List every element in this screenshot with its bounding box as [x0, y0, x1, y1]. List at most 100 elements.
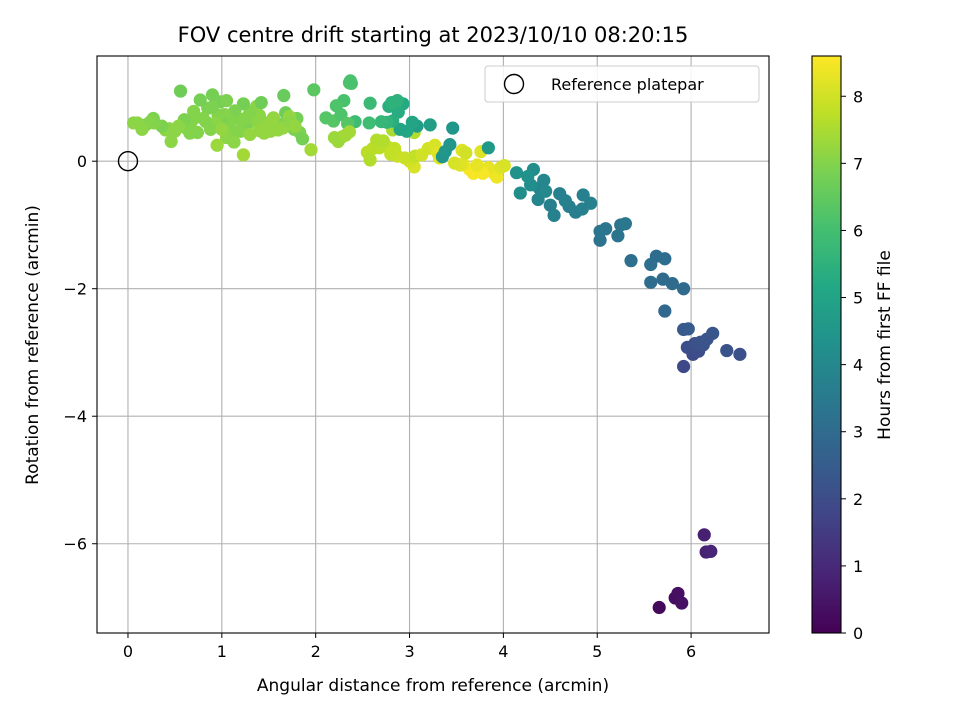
scatter-point [254, 95, 268, 110]
scatter-point [537, 173, 551, 187]
scatter-point [205, 100, 220, 114]
scatter-point [295, 132, 310, 146]
scatter-point [599, 222, 613, 236]
scatter-point [676, 359, 691, 374]
y-tick-label: −6 [63, 535, 87, 554]
scatter-point [362, 116, 376, 130]
colorbar-tick-label: 0 [853, 624, 863, 643]
scatter-point [307, 83, 321, 97]
scatter-point [319, 111, 333, 125]
scatter-point [363, 153, 377, 167]
scatter-point [236, 148, 251, 162]
legend-open-circle-icon [503, 73, 525, 95]
scatter-point [644, 257, 658, 272]
y-axis-ticks: −6 −4 −2 0 [63, 152, 97, 554]
scatter-point [697, 528, 711, 542]
scatter-point [470, 158, 484, 172]
legend-label-reference-platepar: Reference platepar [551, 75, 704, 94]
scatter-point [173, 84, 188, 98]
colorbar-label: Hours from first FF file [875, 250, 895, 440]
scatter-point [459, 146, 473, 160]
scatter-point [127, 116, 141, 130]
scatter-point [164, 134, 178, 149]
scatter-point [675, 596, 689, 610]
x-tick-label: 0 [123, 642, 133, 661]
scatter-point [342, 125, 357, 139]
y-tick-label: 0 [77, 152, 87, 171]
x-tick-label: 2 [311, 642, 321, 661]
scatter-point [205, 88, 220, 102]
scatter-point [576, 188, 590, 202]
colorbar-tick-label: 8 [853, 87, 863, 106]
scatter-point [676, 282, 691, 296]
scatter-point [658, 304, 672, 318]
scatter-point [370, 133, 384, 147]
scatter-point [553, 187, 567, 201]
scatter-point [652, 600, 666, 615]
scatter-point [343, 74, 358, 88]
scatter-point [210, 138, 224, 152]
scatter-point [277, 88, 291, 103]
scatter-point [374, 115, 388, 129]
scatter-point [513, 186, 527, 200]
scatter-point [481, 141, 495, 155]
scatter-point [193, 93, 207, 107]
chart-title: FOV centre drift starting at 2023/10/10 … [178, 23, 689, 47]
reference-platepar-marker [117, 150, 139, 172]
scatter-point [252, 123, 266, 138]
scatter-point [228, 104, 242, 118]
colorbar-tick-label: 4 [853, 356, 863, 375]
colorbar-tick-label: 3 [853, 423, 863, 442]
scatter-point [521, 169, 535, 184]
legend: Reference platepar [484, 65, 760, 103]
colorbar [811, 55, 842, 634]
scatter-point [543, 198, 557, 212]
colorbar-tick-label: 1 [853, 557, 863, 576]
colorbar-tick-label: 5 [853, 289, 863, 308]
x-tick-label: 5 [592, 642, 602, 661]
x-tick-label: 6 [686, 642, 696, 661]
scatter-point [704, 544, 718, 558]
scatter-point [509, 166, 524, 180]
scatter-point [304, 143, 318, 157]
scatter-point [547, 208, 561, 222]
y-tick-label: −4 [63, 407, 87, 426]
y-axis-label: Rotation from reference (arcmin) [23, 205, 43, 485]
scatter-point [644, 275, 658, 289]
colorbar-tick-label: 6 [853, 221, 863, 240]
scatter-point [423, 118, 437, 132]
plot-frame [96, 55, 770, 634]
scatter-point [706, 326, 720, 340]
scatter-point [219, 94, 234, 108]
x-tick-label: 4 [498, 642, 508, 661]
colorbar-ticks: 0 1 2 3 4 5 6 7 8 [841, 87, 863, 643]
scatter-point [227, 135, 241, 149]
scatter-point [611, 229, 625, 243]
scatter-point [390, 94, 404, 108]
scatter-point [238, 111, 252, 126]
scatter-point [497, 159, 511, 173]
y-tick-label: −2 [63, 280, 87, 299]
x-tick-label: 1 [217, 642, 227, 661]
scatter-point [443, 138, 457, 152]
x-tick-label: 3 [404, 642, 414, 661]
scatter-point [681, 322, 695, 336]
scatter-point [618, 217, 633, 231]
scatter-point [447, 156, 462, 170]
scatter-point [575, 202, 589, 216]
x-axis-ticks: 0 1 2 3 4 5 6 [123, 633, 696, 661]
scatter-point [288, 119, 302, 133]
colorbar-tick-label: 7 [853, 154, 863, 173]
scatter-point [656, 272, 670, 286]
scatter-point [720, 343, 734, 358]
scatter-point [196, 111, 210, 126]
scatter-point [624, 254, 638, 268]
x-axis-label: Angular distance from reference (arcmin) [257, 676, 609, 696]
scatter-point [446, 121, 460, 135]
scatter-point [363, 96, 377, 110]
scatter-point [215, 122, 229, 136]
data-points [127, 74, 747, 615]
scatter-point [733, 347, 747, 361]
scatter-point [183, 126, 197, 140]
